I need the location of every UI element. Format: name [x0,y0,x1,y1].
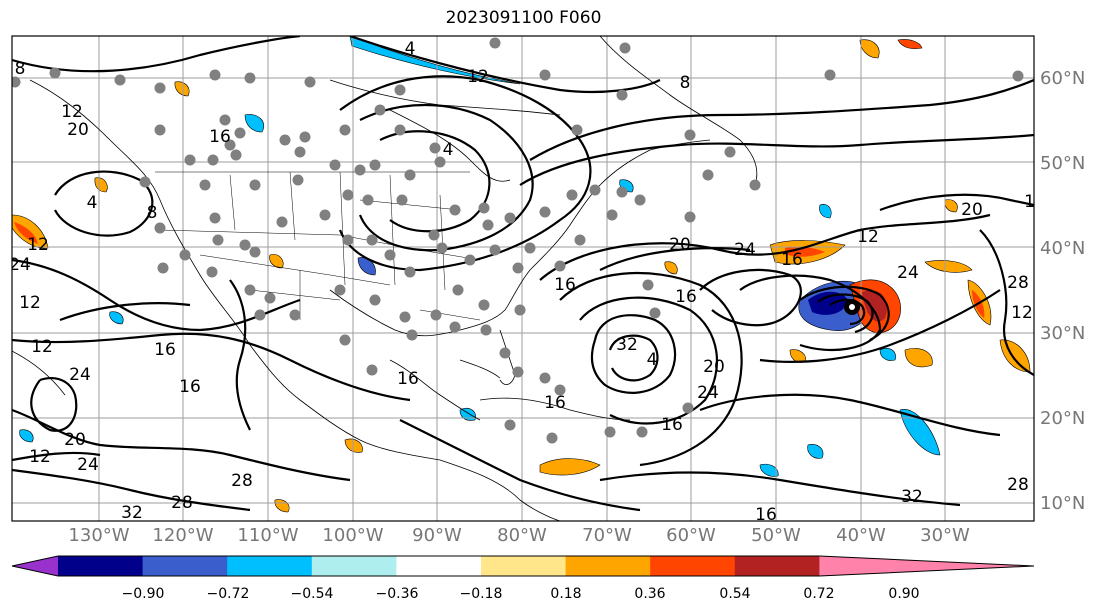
colorbar-segment [311,556,397,576]
contour-label: 20 [961,200,983,220]
colorbar-outline [11,555,1035,577]
lat-label-40n: 40°N [1040,238,1085,259]
colorbar [11,555,1035,577]
colorbar-tick-label: 0.54 [719,586,750,602]
lat-label-20n: 20°N [1040,408,1085,429]
colorbar-tick-label: −0.54 [291,586,334,602]
contour-label: 12 [19,293,41,313]
colorbar-segment [650,556,736,576]
colorbar-extend-high [819,556,1034,576]
coastlines [12,36,758,521]
lat-label-50n: 50°N [1040,153,1085,174]
contour-label: 8 [147,203,158,223]
longitude-labels: 130°W 120°W 110°W 100°W 90°W 80°W 70°W 6… [68,525,970,546]
contour-label: 24 [69,365,91,385]
map-frame [11,35,1035,522]
contour-label: 16 [179,377,201,397]
contour-label: 28 [1007,273,1029,293]
colorbar-segment [227,556,313,576]
colorbar-tick-label: −0.18 [460,586,503,602]
contour-label: 4 [87,193,98,213]
contour-label: 12 [1011,303,1033,323]
contour-label: 24 [697,383,719,403]
colorbar-segment [142,556,228,576]
contour-label: 16 [397,369,419,389]
contour-label: 12 [27,235,49,255]
contour-label: 12 [467,67,489,87]
lat-label-30n: 30°N [1040,323,1085,344]
map-title: 2023091100 F060 [445,8,602,28]
colorbar-tick-label: 0.90 [888,586,919,602]
contour-label: 12 [61,102,83,122]
lon-label-120w: 120°W [152,525,213,546]
lat-label-60n: 60°N [1040,68,1085,89]
borders [155,171,481,321]
contour-label: 24 [77,455,99,475]
lat-label-10n: 10°N [1040,493,1085,514]
contour-label: 16 [544,393,566,413]
colorbar-segment [396,556,482,576]
lon-label-80w: 80°W [497,525,547,546]
lon-label-130w: 130°W [68,525,129,546]
contour-label: 8 [15,59,26,79]
contour-label: 28 [1007,475,1029,495]
colorbar-segment [58,556,144,576]
map-area [12,36,1034,521]
contour-labels: 8 4 12 16 4 8 16 12 4 12 16 8 12 16 20 2… [9,39,1046,525]
contour-label: 32 [901,487,923,507]
contour-label: 12 [29,447,51,467]
contour-label: 16 [1024,192,1046,212]
contour-label: 20 [67,120,89,140]
lon-label-90w: 90°W [412,525,462,546]
contour-label: 8 [680,73,691,93]
colorbar-segment [565,556,651,576]
contour-label: 20 [703,357,725,377]
lon-label-60w: 60°W [666,525,716,546]
contour-label: 4 [647,350,658,370]
contour-label: 24 [9,255,31,275]
colorbar-tick-label: −0.90 [122,586,165,602]
contour-label: 4 [405,39,416,59]
contour-label: 16 [755,505,777,525]
contour-label: 20 [669,235,691,255]
colorbar-tick-label: 0.18 [550,586,581,602]
contour-label: 16 [675,287,697,307]
contour-label: 16 [154,340,176,360]
station-dots [12,37,1024,444]
colorbar-tick-label: −0.72 [207,586,250,602]
contour-label: 16 [554,275,576,295]
colorbar-segment [481,556,567,576]
contour-label: 28 [171,493,193,513]
lon-label-110w: 110°W [237,525,298,546]
contour-label: 16 [209,127,231,147]
colorbar-tick-label: −0.36 [376,586,419,602]
graticule [12,36,1034,521]
contour-label: 32 [121,503,143,523]
contour-label: 16 [661,415,683,435]
colorbar-ticks: −0.90 −0.72 −0.54 −0.36 −0.18 0.18 0.36 … [122,586,920,602]
contour-label: 12 [31,337,53,357]
lon-label-30w: 30°W [920,525,970,546]
colorbar-extend-low [12,556,58,576]
colorbar-tick-label: 0.36 [634,586,665,602]
contour-label: 4 [443,140,454,160]
contour-label: 12 [857,227,879,247]
contour-label: 32 [616,335,638,355]
latitude-labels: 60°N 50°N 40°N 30°N 20°N 10°N [1040,68,1085,514]
colorbar-tick-label: 0.72 [803,586,834,602]
contour-label: 24 [734,240,756,260]
contour-label: 20 [64,430,86,450]
colorbar-segment [734,556,820,576]
lon-label-50w: 50°W [751,525,801,546]
lon-label-70w: 70°W [582,525,632,546]
lon-label-100w: 100°W [322,525,383,546]
contour-label: 16 [781,250,803,270]
lon-label-40w: 40°W [836,525,886,546]
contour-label: 28 [231,471,253,491]
contour-label: 24 [897,263,919,283]
contours [12,36,1034,512]
